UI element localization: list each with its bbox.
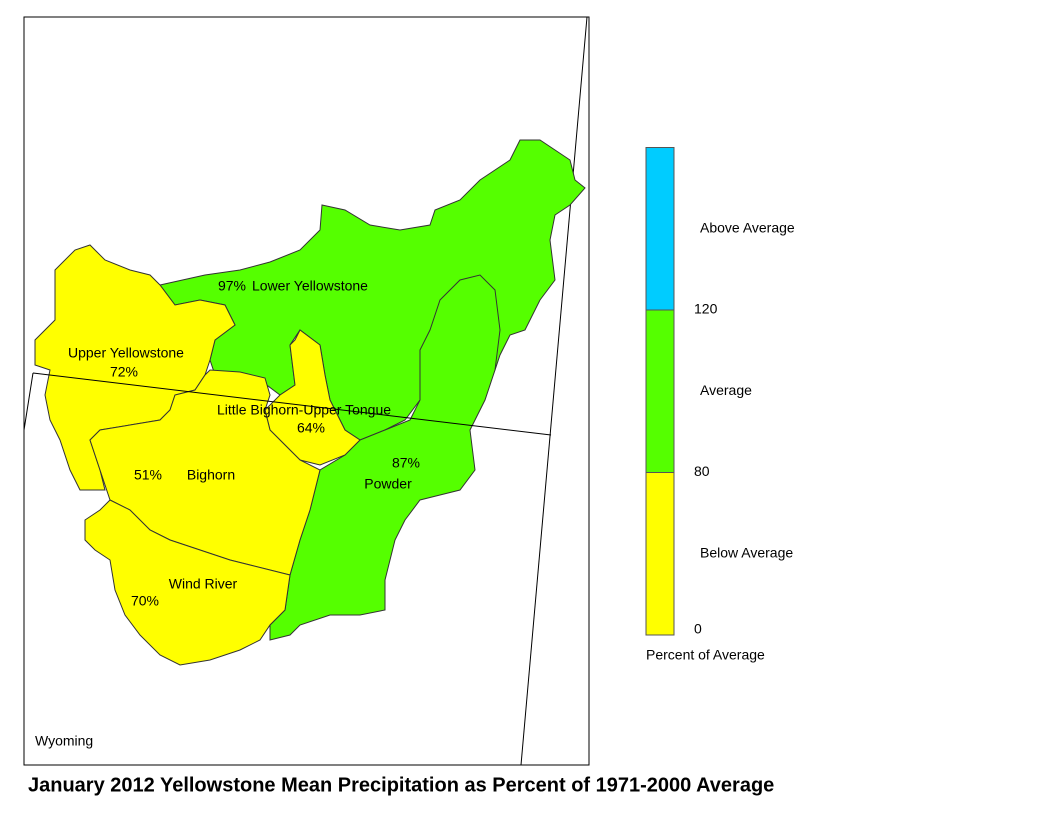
percent-label: 70% [131,593,159,609]
percent-label: 72% [110,364,138,380]
legend-break: 80 [694,463,710,479]
legend-title: Percent of Average [646,647,765,663]
basin-label: Wind River [169,576,238,592]
basin-label: Little Bighorn-Upper Tongue [217,402,391,418]
state-boundary [520,16,588,766]
state-boundary [23,372,34,431]
legend-label: Above Average [700,219,795,235]
percent-label: 51% [134,467,162,483]
legend-swatch [645,309,675,473]
legend-swatch [645,472,675,636]
basin-label: Bighorn [187,467,235,483]
basin-label: Upper Yellowstone [68,345,184,361]
basin [269,274,501,641]
state-boundary [32,372,552,436]
basin-label: Lower Yellowstone [252,278,368,294]
basin [264,329,361,466]
percent-label: 97% [218,278,246,294]
legend-break: 120 [694,301,718,317]
legend: Below Average Average Above Average 0 80 120 [645,147,795,637]
basin-label: Powder [364,476,412,492]
map-title: January 2012 Yellowstone Mean Precipitat… [28,774,774,796]
legend-swatch [645,147,675,311]
legend-break: 0 [694,621,702,637]
basin [84,499,291,666]
percent-label: 64% [297,420,325,436]
state-label: Wyoming [35,733,93,749]
legend-label: Average [700,382,752,398]
percent-label: 87% [392,455,420,471]
legend-label: Below Average [700,544,793,560]
